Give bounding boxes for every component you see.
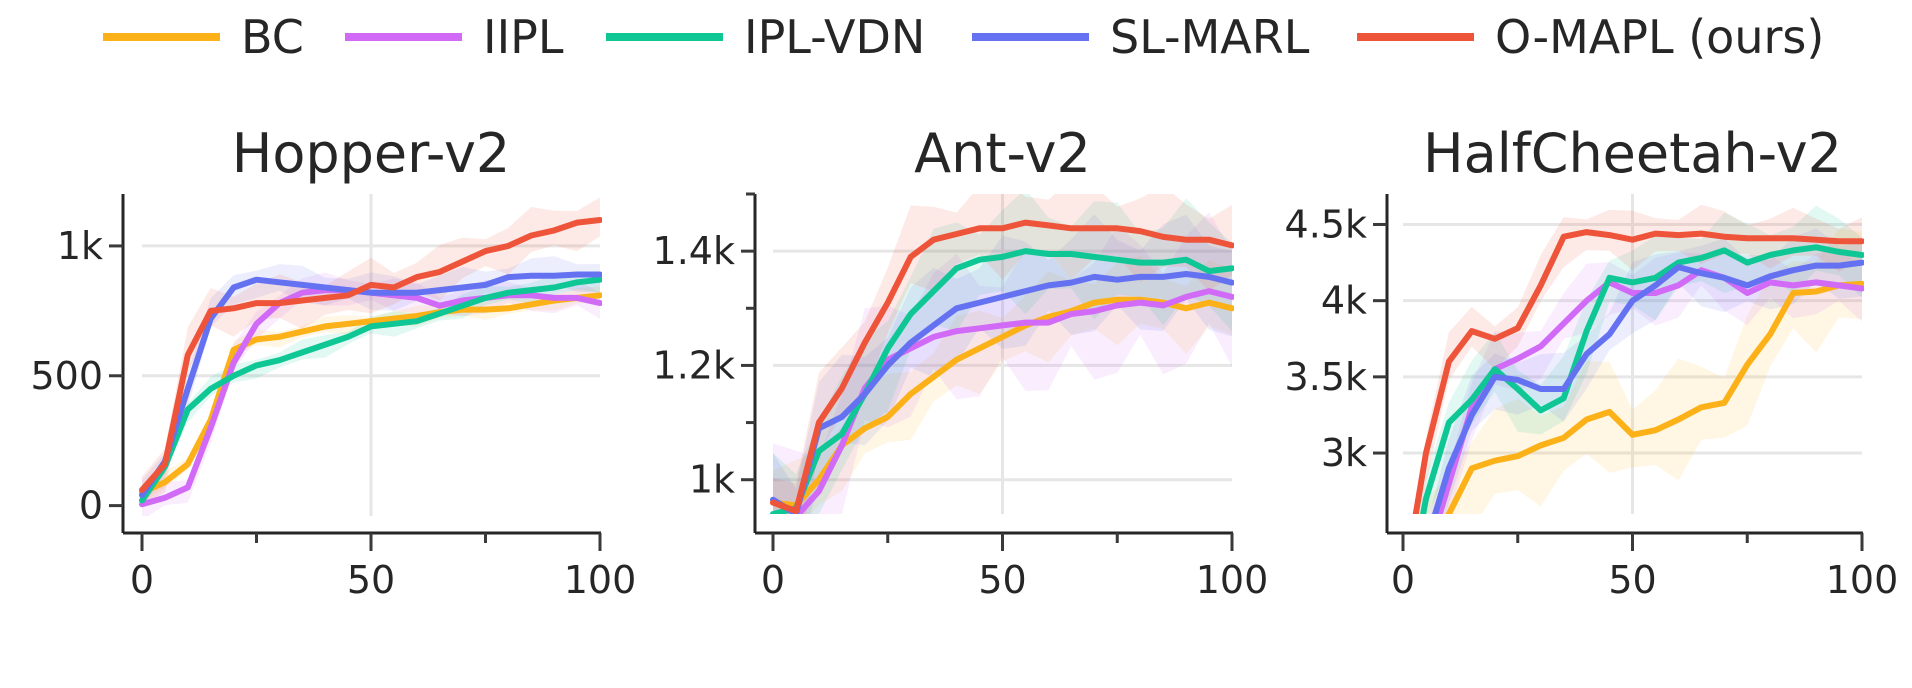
series-line-ipl-vdn [139, 276, 602, 504]
series-line-o-mapl-ours [770, 219, 1234, 514]
plot-area [770, 194, 1234, 514]
legend: BC IIPL IPL-VDN SL-MARL O-MAPL (ours) [103, 10, 1824, 64]
x-tick-label: 0 [130, 558, 154, 602]
series-line-sl-marl [770, 271, 1234, 514]
x-tick-label: 50 [347, 558, 395, 602]
x-tick-label: 0 [761, 558, 785, 602]
confidence-band [773, 194, 1232, 514]
confidence-band [1429, 228, 1862, 514]
confidence-band [142, 272, 600, 516]
confidence-band [1431, 247, 1862, 514]
plot-area [139, 197, 602, 516]
legend-item: O-MAPL (ours) [1357, 10, 1824, 64]
legend-label: SL-MARL [1110, 10, 1310, 64]
x-tick-label: 100 [1196, 558, 1269, 602]
y-tick-label: 3.5k [1285, 355, 1367, 399]
confidence-band [1420, 228, 1862, 514]
confidence-band [142, 256, 600, 504]
series-line-ipl-vdn [1420, 244, 1864, 514]
x-tick-label: 50 [1608, 558, 1656, 602]
legend-label: BC [241, 10, 304, 64]
subplot-halfcheetah-v2: HalfCheetah-v2 3k 3.5k 4k 4.5k 0 50 100 [1285, 122, 1899, 602]
confidence-band [773, 255, 1232, 514]
x-tick-label: 0 [1391, 558, 1415, 602]
legend-label: IPL-VDN [744, 10, 925, 64]
y-tick-label: 500 [30, 354, 103, 398]
series-line-bc [1445, 280, 1864, 514]
x-tick-label: 50 [978, 558, 1026, 602]
y-tick-label: 1k [57, 224, 103, 268]
legend-item: SL-MARL [972, 10, 1310, 64]
subplot-ant-v2: Ant-v2 1k 1.2k 1.4k 0 50 100 [653, 122, 1269, 602]
legend-item: IIPL [345, 10, 564, 64]
confidence-band [1413, 204, 1862, 514]
x-tick-label: 100 [564, 558, 637, 602]
legend-item: BC [103, 10, 304, 64]
y-tick-label: 4k [1321, 279, 1367, 323]
legend-label: IIPL [483, 10, 564, 64]
legend-item: IPL-VDN [606, 10, 925, 64]
series-line-o-mapl-ours [139, 217, 602, 493]
y-tick-label: 3k [1321, 431, 1367, 475]
confidence-band [773, 214, 1232, 514]
x-tick-label: 100 [1826, 558, 1899, 602]
series-line-ipl-vdn [770, 248, 1234, 514]
series-line-iipl [1436, 267, 1864, 514]
y-tick-label: 1.2k [653, 343, 735, 387]
y-tick-label: 1k [689, 458, 735, 502]
series-line-sl-marl [1432, 259, 1864, 514]
subplot-title: HalfCheetah-v2 [1423, 122, 1842, 185]
series-line-o-mapl-ours [1412, 229, 1864, 514]
y-tick-label: 4.5k [1285, 202, 1367, 246]
confidence-band [773, 194, 1232, 514]
subplot-title: Hopper-v2 [232, 122, 511, 185]
series-line-bc [139, 292, 602, 496]
legend-label: O-MAPL (ours) [1495, 10, 1824, 64]
plot-area [1412, 204, 1864, 514]
subplot-title: Ant-v2 [914, 122, 1091, 185]
y-tick-label: 0 [79, 484, 103, 528]
subplot-hopper-v2: Hopper-v2 0 500 1k 0 50 100 [30, 122, 636, 602]
y-tick-label: 1.4k [653, 229, 735, 273]
confidence-band [773, 212, 1232, 514]
